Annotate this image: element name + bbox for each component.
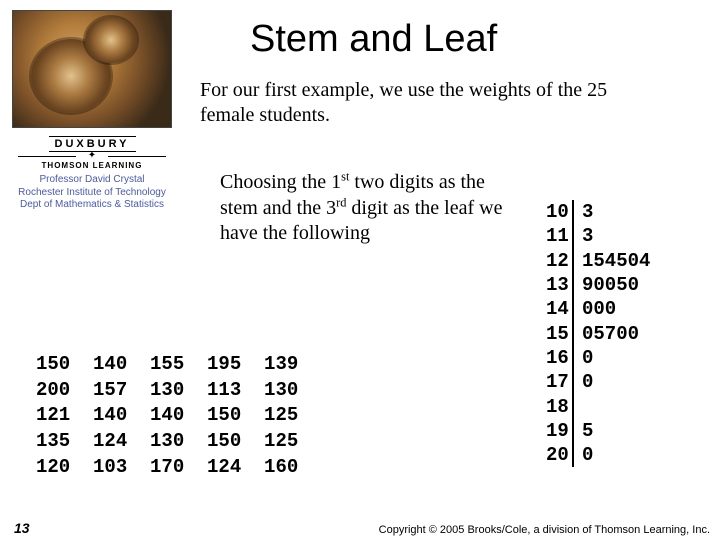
- stemleaf-row: 170: [546, 370, 654, 394]
- logo-block: DUXBURY ✦ THOMSON LEARNING Professor Dav…: [12, 10, 172, 212]
- stem-cell: 16: [546, 346, 574, 370]
- desc-sup2: rd: [336, 195, 346, 209]
- stem-description: Choosing the 1st two digits as the stem …: [220, 170, 520, 247]
- stemleaf-row: 1390050: [546, 273, 654, 297]
- stem-cell: 13: [546, 273, 574, 297]
- raw-data-table: 150 140 155 195 139 200 157 130 113 130 …: [36, 352, 298, 480]
- leaf-cell: 05700: [574, 322, 654, 346]
- stem-cell: 17: [546, 370, 574, 394]
- slide-title: Stem and Leaf: [250, 18, 497, 61]
- slide: DUXBURY ✦ THOMSON LEARNING Professor Dav…: [0, 0, 728, 546]
- professor-line: Professor David Crystal: [12, 174, 172, 187]
- stem-leaf-plot: 1031131215450413900501400015057001601701…: [546, 200, 654, 467]
- star-divider: ✦: [12, 152, 172, 160]
- leaf-cell: 3: [574, 224, 654, 248]
- intro-text: For our first example, we use the weight…: [200, 78, 640, 128]
- stemleaf-row: 200: [546, 443, 654, 467]
- leaf-cell: [574, 395, 654, 419]
- publisher-thomson: THOMSON LEARNING: [12, 161, 172, 170]
- stem-cell: 19: [546, 419, 574, 443]
- leaf-cell: 0: [574, 443, 654, 467]
- leaf-cell: 000: [574, 297, 654, 321]
- stemleaf-row: 12154504: [546, 249, 654, 273]
- stemleaf-row: 14000: [546, 297, 654, 321]
- stem-cell: 18: [546, 395, 574, 419]
- department-line: Dept of Mathematics & Statistics: [12, 199, 172, 212]
- mushroom-image: [12, 10, 172, 128]
- page-number: 13: [14, 520, 30, 536]
- copyright-text: Copyright © 2005 Brooks/Cole, a division…: [379, 524, 710, 536]
- stem-cell: 15: [546, 322, 574, 346]
- leaf-cell: 154504: [574, 249, 654, 273]
- stem-cell: 12: [546, 249, 574, 273]
- leaf-cell: 0: [574, 370, 654, 394]
- leaf-cell: 5: [574, 419, 654, 443]
- institute-line: Rochester Institute of Technology: [12, 187, 172, 200]
- leaf-cell: 90050: [574, 273, 654, 297]
- stemleaf-row: 18: [546, 395, 654, 419]
- stemleaf-row: 160: [546, 346, 654, 370]
- stem-cell: 14: [546, 297, 574, 321]
- stem-cell: 20: [546, 443, 574, 467]
- desc-p1: Choosing the 1: [220, 171, 341, 193]
- stemleaf-row: 103: [546, 200, 654, 224]
- leaf-cell: 3: [574, 200, 654, 224]
- stemleaf-row: 113: [546, 224, 654, 248]
- publisher-block: DUXBURY ✦ THOMSON LEARNING Professor Dav…: [12, 134, 172, 212]
- leaf-cell: 0: [574, 346, 654, 370]
- stem-cell: 11: [546, 224, 574, 248]
- stemleaf-row: 1505700: [546, 322, 654, 346]
- stem-cell: 10: [546, 200, 574, 224]
- stemleaf-row: 195: [546, 419, 654, 443]
